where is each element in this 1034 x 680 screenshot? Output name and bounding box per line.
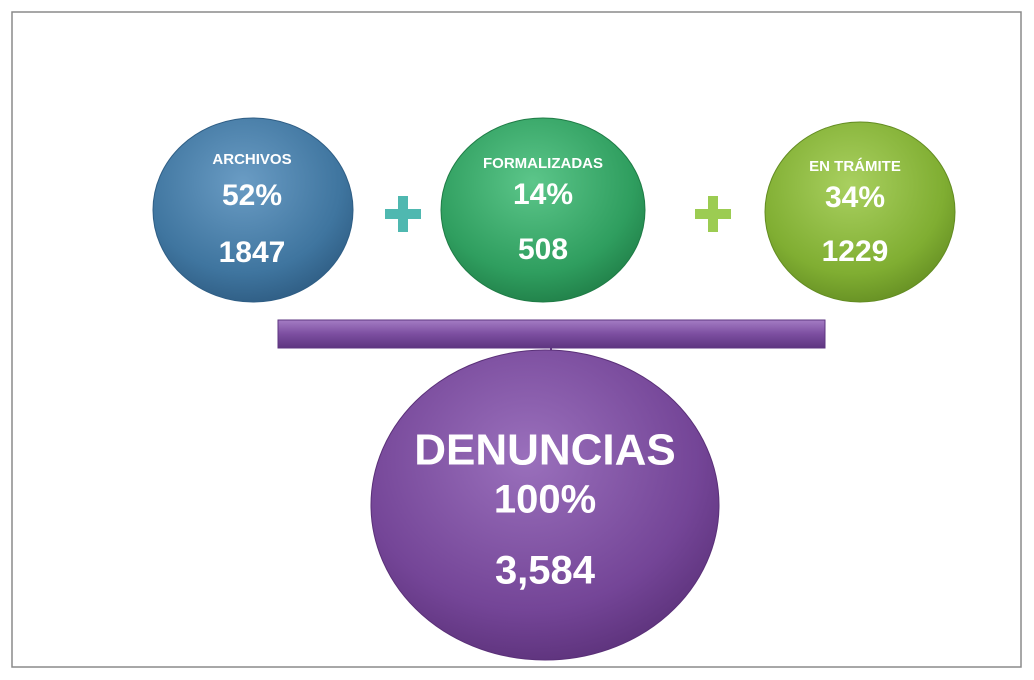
node-count: 508 xyxy=(518,233,568,266)
node-percent: 34% xyxy=(825,181,885,214)
circle xyxy=(764,121,956,303)
plus-sign xyxy=(695,196,731,232)
node-en-tramite: EN TRÁMITE 34% 1229 xyxy=(764,121,956,303)
circle xyxy=(370,349,720,661)
plus-sign xyxy=(385,196,421,232)
node-label: EN TRÁMITE xyxy=(809,158,901,175)
node-label: FORMALIZADAS xyxy=(483,155,603,172)
circle xyxy=(440,117,646,303)
node-count: 1847 xyxy=(219,236,286,269)
total-percent: 100% xyxy=(494,478,596,522)
circle xyxy=(152,117,354,303)
node-percent: 14% xyxy=(513,178,573,211)
node-label: ARCHIVOS xyxy=(212,151,291,168)
node-formalizadas: FORMALIZADAS 14% 508 xyxy=(440,117,646,303)
node-percent: 52% xyxy=(222,179,282,212)
total-label: DENUNCIAS xyxy=(414,426,676,475)
connector-bar xyxy=(277,319,826,349)
total-count: 3,584 xyxy=(495,549,596,593)
node-archivos: ARCHIVOS 52% 1847 xyxy=(152,117,354,303)
node-count: 1229 xyxy=(822,235,889,268)
node-total: DENUNCIAS 100% 3,584 xyxy=(370,349,720,661)
